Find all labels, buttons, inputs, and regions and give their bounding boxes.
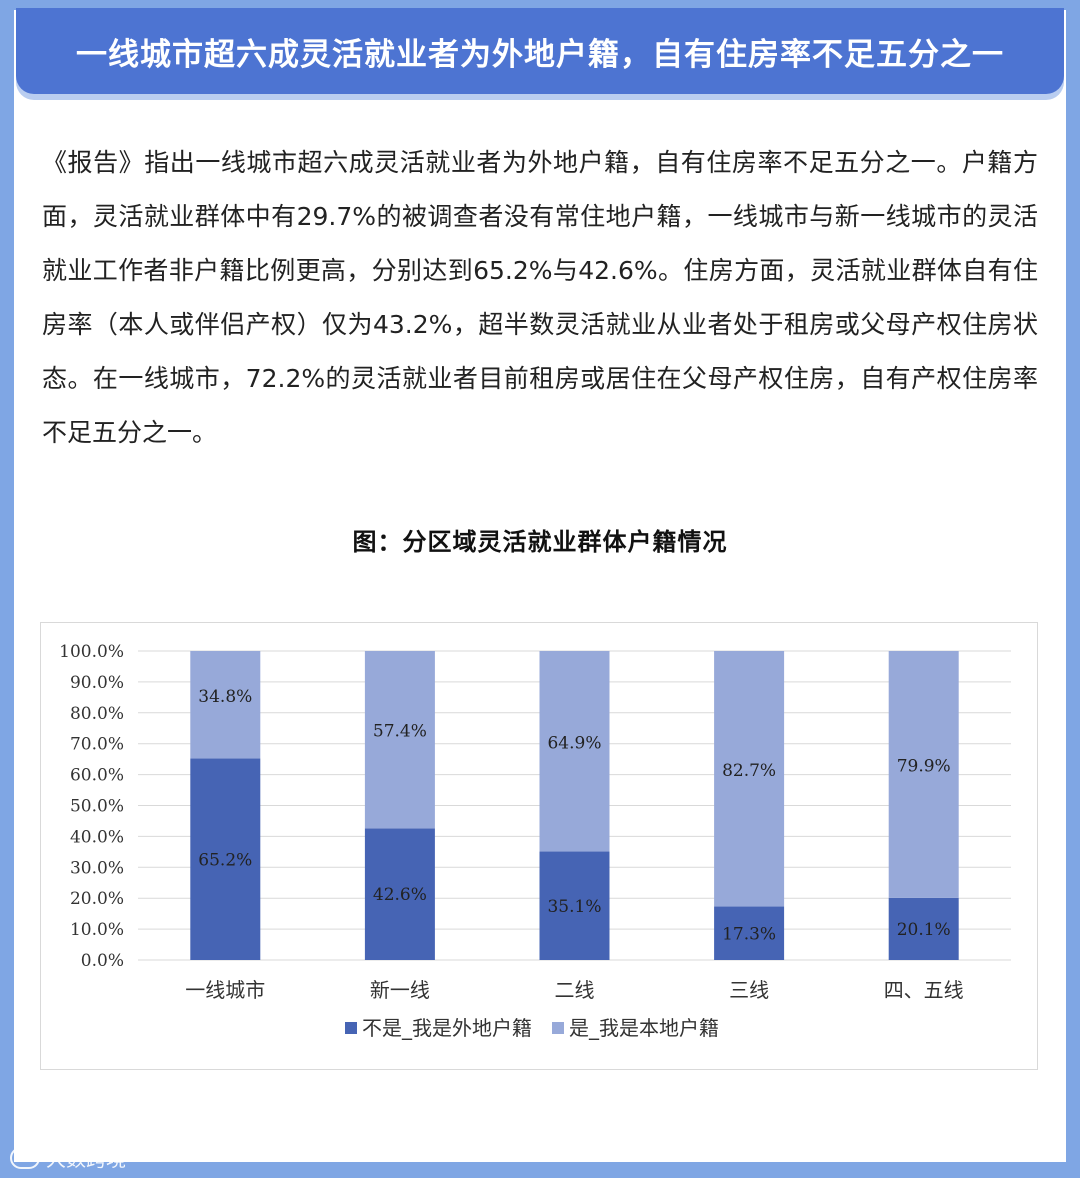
- x-tick-label: 二线: [555, 978, 595, 1002]
- page-title: 一线城市超六成灵活就业者为外地户籍，自有住房率不足五分之一: [76, 36, 1004, 73]
- bar-segment-local: [190, 651, 261, 759]
- y-tick-label: 20.0%: [70, 889, 124, 909]
- data-label: 57.4%: [373, 722, 427, 742]
- bar-segment-nonlocal: [714, 906, 785, 960]
- article-paragraph: 《报告》指出一线城市超六成灵活就业者为外地户籍，自有住房率不足五分之一。户籍方面…: [42, 148, 1038, 447]
- legend-swatch: [345, 1022, 357, 1034]
- data-label: 34.8%: [198, 687, 252, 707]
- data-label: 79.9%: [897, 756, 951, 776]
- bar-segment-local: [364, 651, 435, 829]
- y-tick-label: 10.0%: [70, 920, 124, 940]
- bar-segment-local: [539, 651, 610, 852]
- x-tick-label: 四、五线: [884, 978, 964, 1002]
- data-label: 65.2%: [198, 850, 252, 870]
- figure-title: 图：分区域灵活就业群体户籍情况: [352, 528, 728, 556]
- x-tick-label: 新一线: [370, 978, 430, 1002]
- bar-segment-nonlocal: [364, 828, 435, 960]
- data-label: 64.9%: [547, 733, 601, 753]
- chart-frame: 0.0% 10.0% 20.0% 30.0% 40.0% 50.0% 60.0% 70.0% 8…: [40, 622, 1038, 1070]
- y-tick-label: 30.0%: [70, 858, 124, 878]
- y-tick-label: 0.0%: [81, 951, 124, 971]
- data-label: 20.1%: [897, 920, 951, 940]
- bar-segment-nonlocal: [190, 758, 261, 960]
- y-tick-label: 80.0%: [70, 704, 124, 724]
- y-tick-label: 100.0%: [59, 642, 124, 662]
- y-tick-label: 40.0%: [70, 827, 124, 847]
- y-tick-label: 90.0%: [70, 673, 124, 693]
- stacked-bar-chart: 0.0% 10.0% 20.0% 30.0% 40.0% 50.0% 60.0% 70.0% 8…: [59, 642, 1011, 1040]
- legend-swatch: [552, 1022, 564, 1034]
- x-tick-label: 三线: [729, 978, 769, 1002]
- watermark: 大数跨境: [10, 1143, 126, 1172]
- data-label: 82.7%: [722, 761, 776, 781]
- legend-label: 是_我是本地户籍: [569, 1016, 719, 1040]
- y-tick-label: 50.0%: [70, 797, 124, 817]
- x-tick-label: 一线城市: [185, 978, 265, 1002]
- bar-segment-local: [888, 651, 959, 898]
- legend-label: 不是_我是外地户籍: [362, 1016, 532, 1040]
- y-tick-label: 70.0%: [70, 735, 124, 755]
- y-tick-label: 60.0%: [70, 766, 124, 786]
- watermark-text: 大数跨境: [46, 1147, 126, 1171]
- data-label: 42.6%: [373, 885, 427, 905]
- bar-segment-nonlocal: [539, 851, 610, 960]
- data-label: 17.3%: [722, 924, 776, 944]
- data-label: 35.1%: [547, 897, 601, 917]
- bar-segment-local: [714, 651, 785, 907]
- page-title-banner: 一线城市超六成灵活就业者为外地户籍，自有住房率不足五分之一: [16, 8, 1064, 94]
- watermark-logo-icon: [10, 1146, 40, 1169]
- bar-segment-nonlocal: [888, 897, 959, 960]
